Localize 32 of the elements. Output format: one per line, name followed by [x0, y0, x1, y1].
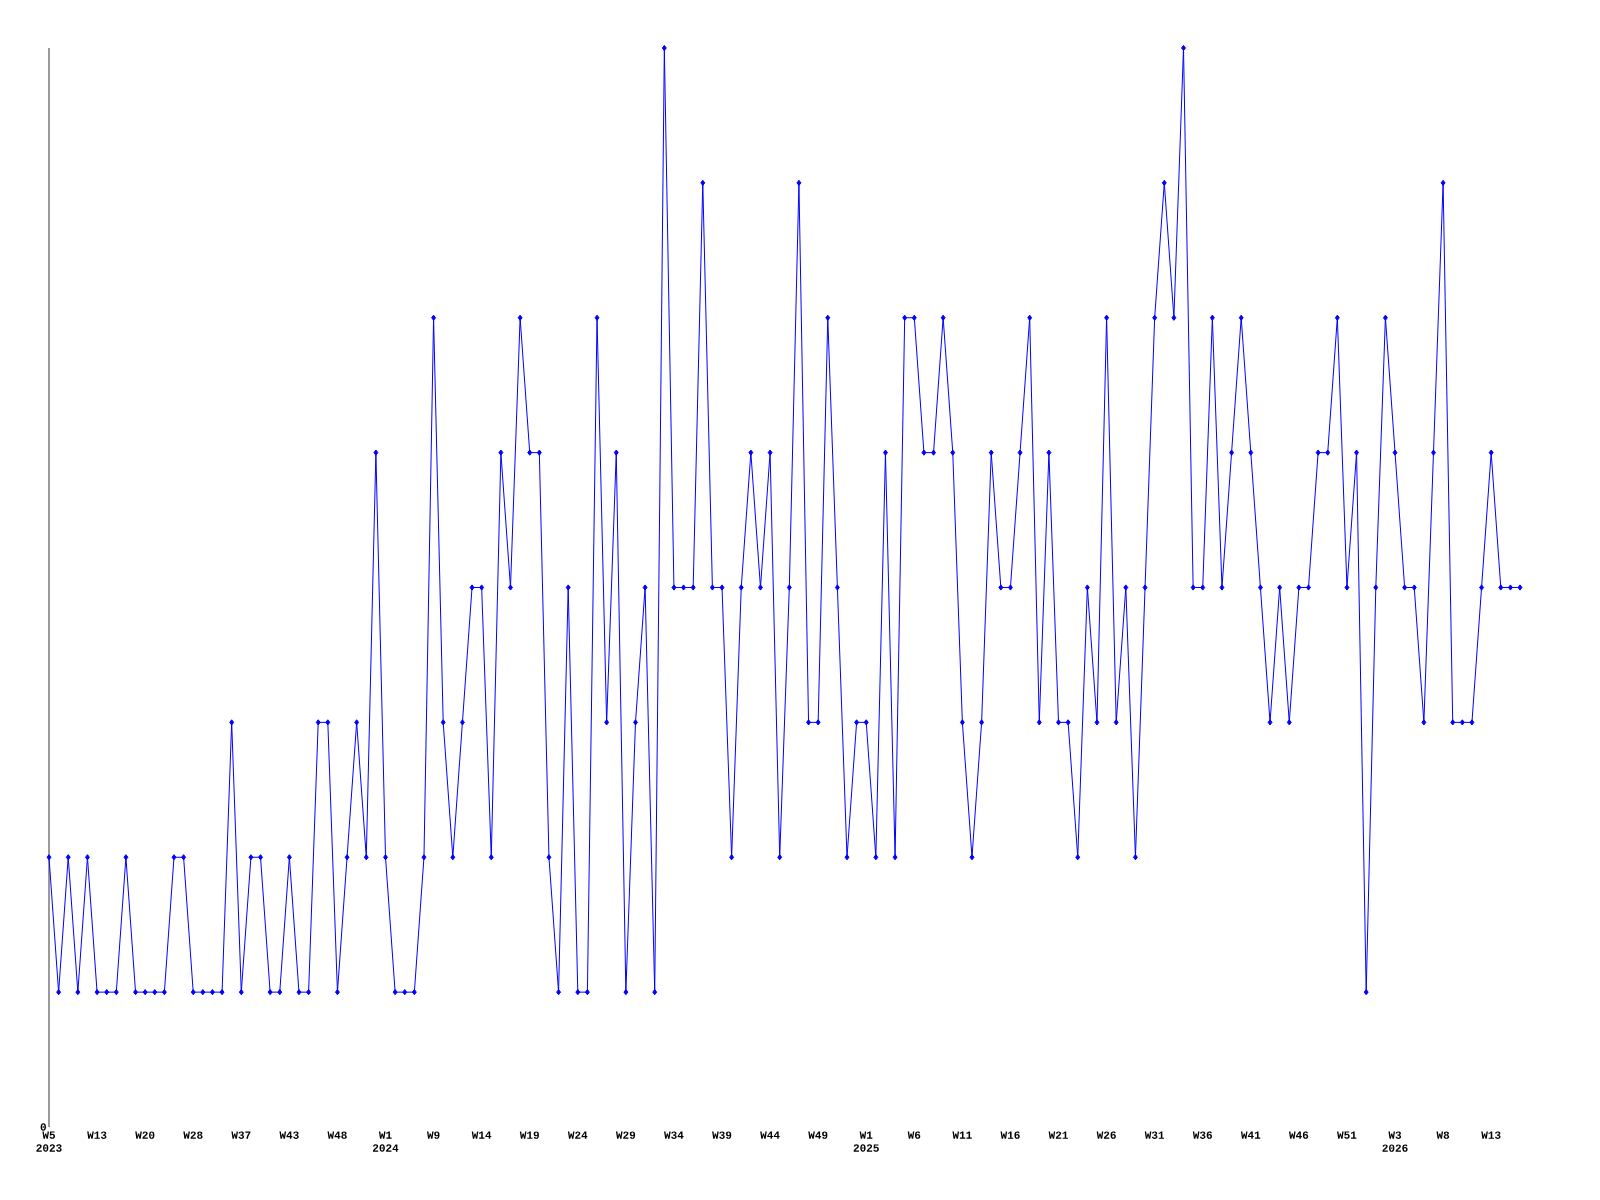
x-tick-label: W29 — [615, 1131, 636, 1139]
annotation: 0 — [40, 1123, 46, 1131]
x-tick-label: W9 — [426, 1131, 440, 1139]
x-tick-label: W41 — [1240, 1131, 1261, 1139]
x-tick-label: W43 — [279, 1131, 299, 1139]
x-tick-label: W49 — [808, 1131, 828, 1139]
x-tick-label: W39 — [712, 1131, 732, 1139]
x-tick-label: W19 — [519, 1131, 539, 1139]
x-tick-label: W21 — [1048, 1131, 1068, 1139]
x-tick-label: W51 — [1337, 1131, 1357, 1139]
x-tick-label: W5 2023 — [36, 1131, 62, 1152]
x-tick-label: W36 — [1192, 1131, 1213, 1139]
x-tick-label: W44 — [760, 1131, 780, 1139]
x-tick-label: W14 — [471, 1131, 492, 1139]
x-tick-label: W6 — [907, 1131, 921, 1139]
x-tick-label: W37 — [231, 1131, 251, 1139]
x-tick-label: W11 — [952, 1131, 972, 1139]
x-tick-label: W16 — [1000, 1131, 1020, 1139]
x-tick-label: W13 — [1481, 1131, 1501, 1139]
x-tick-label: W46 — [1288, 1131, 1309, 1139]
x-tick-label: W26 — [1096, 1131, 1116, 1139]
x-tick-label: W24 — [567, 1131, 588, 1139]
x-tick-label: W28 — [183, 1131, 203, 1139]
x-tick-label: W34 — [664, 1131, 684, 1139]
x-tick-label: W31 — [1144, 1131, 1165, 1139]
x-tick-label: W13 — [87, 1131, 107, 1139]
x-tick-label: W8 — [1436, 1131, 1450, 1139]
x-tick-label: W1 2024 — [372, 1131, 399, 1152]
x-tick-label: W1 2025 — [853, 1131, 879, 1152]
x-tick-label: W48 — [327, 1131, 347, 1139]
x-tick-label: W20 — [135, 1131, 155, 1139]
x-tick-label: W3 2026 — [1382, 1131, 1408, 1152]
